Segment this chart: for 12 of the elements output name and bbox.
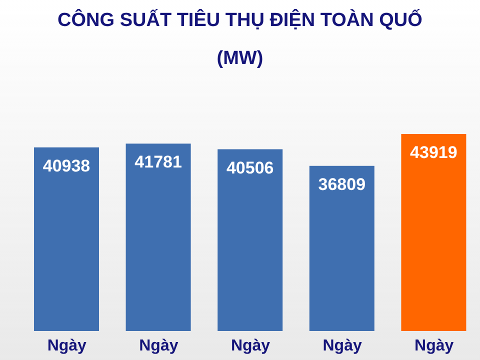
x-tick-label: Ngày (230, 337, 270, 354)
data-label: 36809 (318, 174, 366, 194)
x-tick-label: Ngày (322, 337, 362, 354)
data-label: 41781 (134, 152, 182, 172)
data-label: 43919 (410, 143, 458, 162)
chart-subtitle: (MW) (216, 48, 264, 70)
x-tick-label: Ngày (139, 337, 178, 354)
data-label: 40938 (42, 156, 90, 176)
x-tick-label: Ngày (414, 337, 454, 354)
data-label: 40506 (226, 158, 274, 178)
chart-title: CÔNG SUẤT TIÊU THỤ ĐIỆN TOÀN QUỐ (56, 10, 424, 32)
x-tick-label: Ngày (47, 337, 87, 354)
